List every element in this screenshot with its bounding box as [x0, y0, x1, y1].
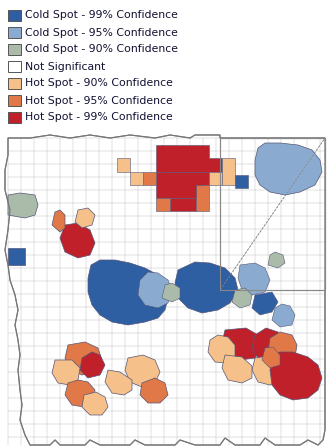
- Polygon shape: [156, 145, 222, 172]
- Bar: [220, 138, 325, 290]
- Polygon shape: [138, 272, 172, 308]
- Polygon shape: [52, 210, 65, 232]
- Text: Cold Spot - 99% Confidence: Cold Spot - 99% Confidence: [25, 10, 178, 21]
- Polygon shape: [268, 332, 297, 363]
- Bar: [8, 27, 21, 38]
- Bar: [8, 61, 21, 72]
- Polygon shape: [156, 172, 209, 198]
- Polygon shape: [252, 292, 278, 315]
- Polygon shape: [5, 135, 325, 445]
- Polygon shape: [222, 355, 252, 383]
- Text: Hot Spot - 90% Confidence: Hot Spot - 90% Confidence: [25, 78, 173, 89]
- Polygon shape: [252, 328, 283, 360]
- Polygon shape: [140, 378, 168, 403]
- Polygon shape: [222, 158, 235, 185]
- Polygon shape: [268, 252, 285, 268]
- Bar: [8, 10, 21, 21]
- Bar: [8, 78, 21, 89]
- Polygon shape: [170, 198, 196, 211]
- Text: Cold Spot - 90% Confidence: Cold Spot - 90% Confidence: [25, 44, 178, 55]
- Polygon shape: [143, 172, 156, 185]
- Polygon shape: [208, 335, 235, 363]
- Polygon shape: [235, 175, 248, 188]
- Polygon shape: [60, 223, 95, 258]
- Polygon shape: [52, 360, 80, 385]
- Polygon shape: [8, 193, 38, 218]
- Polygon shape: [238, 263, 270, 295]
- Polygon shape: [175, 262, 238, 313]
- Polygon shape: [117, 158, 130, 172]
- Polygon shape: [196, 185, 209, 211]
- Text: Hot Spot - 99% Confidence: Hot Spot - 99% Confidence: [25, 112, 173, 122]
- Polygon shape: [262, 347, 280, 368]
- Polygon shape: [65, 342, 102, 375]
- Polygon shape: [80, 352, 105, 378]
- Polygon shape: [130, 172, 143, 185]
- Text: Cold Spot - 95% Confidence: Cold Spot - 95% Confidence: [25, 27, 178, 38]
- Polygon shape: [75, 208, 95, 228]
- Polygon shape: [82, 392, 108, 415]
- Polygon shape: [8, 248, 25, 265]
- Bar: [8, 44, 21, 55]
- Polygon shape: [209, 172, 222, 185]
- Text: Not Significant: Not Significant: [25, 61, 105, 72]
- Bar: [8, 112, 21, 123]
- Polygon shape: [255, 143, 322, 195]
- Polygon shape: [162, 145, 201, 197]
- Polygon shape: [88, 260, 168, 325]
- Polygon shape: [162, 283, 180, 302]
- Polygon shape: [232, 288, 252, 308]
- Polygon shape: [270, 352, 322, 400]
- Polygon shape: [156, 198, 170, 211]
- Polygon shape: [125, 355, 160, 387]
- Polygon shape: [65, 380, 95, 407]
- Text: Hot Spot - 95% Confidence: Hot Spot - 95% Confidence: [25, 95, 173, 105]
- Polygon shape: [105, 370, 132, 395]
- Polygon shape: [220, 138, 325, 290]
- Polygon shape: [272, 304, 295, 327]
- Bar: [8, 95, 21, 106]
- Polygon shape: [252, 356, 285, 385]
- Polygon shape: [222, 328, 262, 360]
